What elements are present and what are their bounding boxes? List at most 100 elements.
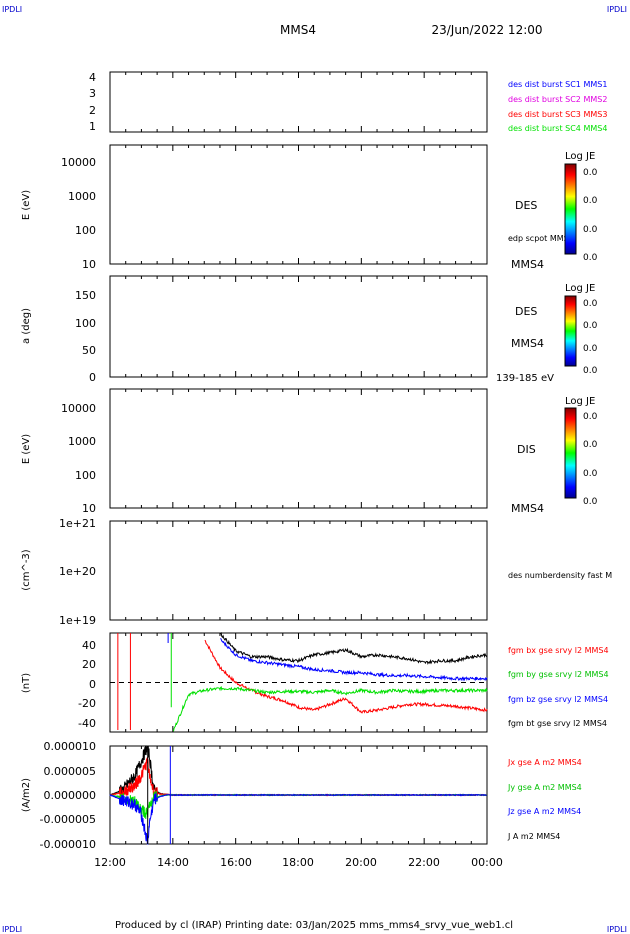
p4-colorbar-tick: 0.0 <box>583 469 598 479</box>
p2-colorbar-tick: 0.0 <box>583 225 598 235</box>
p1-legend-mms1: des dist burst SC1 MMS1 <box>508 80 607 89</box>
p3-colorbar-title: Log JE <box>565 283 595 294</box>
p2-colorbar-title: Log JE <box>565 151 595 162</box>
panel-3-frame <box>109 275 488 378</box>
series-line-bt <box>220 631 488 665</box>
p3-colorbar-tick: 0.0 <box>583 366 598 376</box>
series-line-j <box>109 745 487 798</box>
p2-side-mms4: MMS4 <box>511 258 544 271</box>
p2-ytick: 100 <box>75 224 96 237</box>
p7-legend-j: J A m2 MMS4 <box>507 832 560 841</box>
p3-colorbar-tick: 0.0 <box>583 344 598 354</box>
p2-colorbar-gradient <box>564 163 577 255</box>
p1-legend-mms2: des dist burst SC2 MMS2 <box>508 95 607 104</box>
p6-ylabel: (nT) <box>21 673 32 693</box>
corner-label-top-right: IPDLI <box>607 5 627 14</box>
p6-ytick: -40 <box>78 717 96 730</box>
p6-legend-by: fgm by gse srvy l2 MMS4 <box>508 670 609 679</box>
p3-ytick: 150 <box>75 289 96 302</box>
p2-side-edp: edp scpot MMS4 <box>508 234 574 243</box>
p4-ytick: 10 <box>82 502 96 515</box>
p2-ytick: 1000 <box>68 190 96 203</box>
p4-ytick: 100 <box>75 469 96 482</box>
p2-side-des: DES <box>515 199 537 212</box>
p4-colorbar-tick: 0.0 <box>583 412 598 422</box>
p3-side-mms4: MMS4 <box>511 337 544 350</box>
p1-ytick: 4 <box>89 71 96 84</box>
x-tick: 20:00 <box>345 856 377 869</box>
p4-colorbar-tick: 0.0 <box>583 497 598 507</box>
p6-legend-bt: fgm bt gse srvy l2 MMS4 <box>508 719 607 728</box>
p5-ylabel: (cm^-3) <box>21 549 32 590</box>
p7-ytick: -0.000010 <box>40 838 96 851</box>
current-density-plot <box>109 745 488 845</box>
p2-colorbar-tick: 0.0 <box>583 196 598 206</box>
p4-colorbar-title: Log JE <box>565 396 595 407</box>
p6-ytick: -20 <box>78 697 96 710</box>
corner-label-top-left: IPDLI <box>2 5 22 14</box>
x-tick: 00:00 <box>471 856 503 869</box>
corner-label-bottom-right: IPDLI <box>607 925 627 934</box>
p3-side-des: DES <box>515 305 537 318</box>
p7-ylabel: (A/m2) <box>21 778 32 812</box>
series-line-jz <box>109 792 488 845</box>
p1-legend-mms4: des dist burst SC4 MMS4 <box>508 124 607 133</box>
panel-5-frame <box>109 520 488 621</box>
p5-ytick: 1e+19 <box>59 614 96 627</box>
p3-colorbar-tick: 0.0 <box>583 321 598 331</box>
footer-credits: Produced by cl (IRAP) Printing date: 03/… <box>115 920 513 931</box>
x-tick: 16:00 <box>220 856 252 869</box>
p2-ytick: 10 <box>82 258 96 271</box>
p3-ylabel: a (deg) <box>21 308 32 344</box>
magnetic-field-plot <box>110 631 488 732</box>
p2-ytick: 10000 <box>61 156 96 169</box>
p4-side-dis: DIS <box>517 443 536 456</box>
panel-4-frame <box>109 388 488 509</box>
p6-ytick: 20 <box>82 658 96 671</box>
p3-side-energy: 139-185 eV <box>496 373 554 384</box>
series-line-by <box>173 686 488 732</box>
p3-ytick: 0 <box>89 371 96 384</box>
x-tick: 12:00 <box>94 856 126 869</box>
x-tick: 14:00 <box>157 856 189 869</box>
p2-colorbar-tick: 0.0 <box>583 168 598 178</box>
p7-ytick: 0.000000 <box>44 789 97 802</box>
p6-legend-bz: fgm bz gse srvy l2 MMS4 <box>508 695 608 704</box>
p4-side-mms4: MMS4 <box>511 502 544 515</box>
p4-ylabel: E (eV) <box>21 434 32 464</box>
p1-ytick: 3 <box>89 87 96 100</box>
series-line-bz <box>220 638 488 682</box>
p5-ytick: 1e+20 <box>59 565 96 578</box>
p7-ytick: -0.000005 <box>40 813 96 826</box>
p1-ytick: 1 <box>89 120 96 133</box>
p1-legend-mms3: des dist burst SC3 MMS3 <box>508 110 607 119</box>
panel-2-frame <box>109 144 488 265</box>
p4-colorbar: Log JE 0.0 0.0 0.0 0.0 <box>564 396 598 507</box>
p2-ylabel: E (eV) <box>21 190 32 220</box>
p3-colorbar: Log JE 0.0 0.0 0.0 0.0 <box>564 283 598 376</box>
p6-ytick: 0 <box>89 678 96 691</box>
p1-ytick: 2 <box>89 104 96 117</box>
p7-ytick: 0.000010 <box>44 740 97 753</box>
p4-colorbar-gradient <box>564 407 577 499</box>
p3-colorbar-tick: 0.0 <box>583 299 598 309</box>
p6-ytick: 40 <box>82 639 96 652</box>
p7-legend-jx: Jx gse A m2 MMS4 <box>507 758 582 767</box>
panel-1-frame <box>109 71 488 133</box>
axis-tick-marks <box>109 72 488 844</box>
p4-ytick: 10000 <box>61 402 96 415</box>
x-tick: 18:00 <box>282 856 314 869</box>
corner-label-bottom-left: IPDLI <box>2 925 22 934</box>
datetime-title: 23/Jun/2022 12:00 <box>431 23 542 37</box>
p5-side-density: des numberdensity fast M <box>508 571 612 580</box>
p6-legend-bx: fgm bx gse srvy l2 MMS4 <box>508 646 609 655</box>
p7-legend-jy: Jy gse A m2 MMS4 <box>507 783 582 792</box>
series-line-jx <box>110 756 488 800</box>
p3-colorbar-gradient <box>564 295 577 367</box>
p3-ytick: 100 <box>75 317 96 330</box>
p4-colorbar-tick: 0.0 <box>583 440 598 450</box>
p5-ytick: 1e+21 <box>59 517 96 530</box>
p2-colorbar-tick: 0.0 <box>583 253 598 263</box>
p3-ytick: 50 <box>82 344 96 357</box>
